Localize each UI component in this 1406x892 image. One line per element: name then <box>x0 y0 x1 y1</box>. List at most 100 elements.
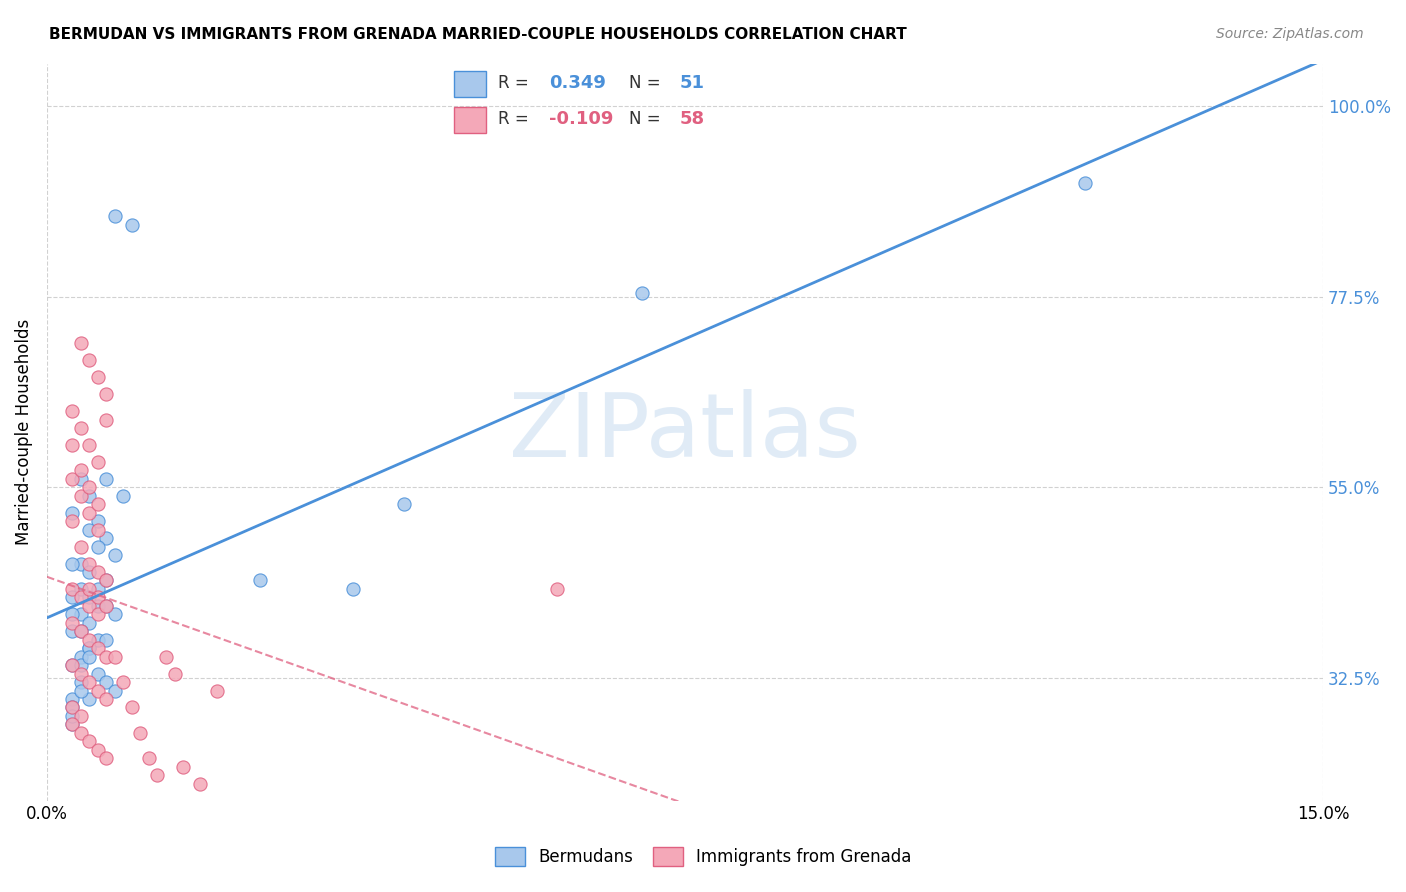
Text: R =: R = <box>499 111 534 128</box>
Point <box>79 506 101 520</box>
Point <box>96 531 118 545</box>
Point <box>70 658 93 673</box>
FancyBboxPatch shape <box>454 70 486 96</box>
Point <box>104 548 127 562</box>
Point <box>70 649 93 664</box>
Text: BERMUDAN VS IMMIGRANTS FROM GRENADA MARRIED-COUPLE HOUSEHOLDS CORRELATION CHART: BERMUDAN VS IMMIGRANTS FROM GRENADA MARR… <box>49 27 907 42</box>
Point <box>112 489 135 503</box>
Point <box>62 557 84 571</box>
Point <box>96 675 118 690</box>
Point <box>70 540 93 554</box>
Point <box>87 607 110 622</box>
Text: 58: 58 <box>679 111 704 128</box>
Point <box>62 582 84 596</box>
Point <box>342 582 364 596</box>
Point <box>188 777 211 791</box>
Point <box>62 591 84 605</box>
Point <box>1074 176 1097 190</box>
Text: Source: ZipAtlas.com: Source: ZipAtlas.com <box>1216 27 1364 41</box>
Point <box>79 649 101 664</box>
Point <box>62 700 84 714</box>
Point <box>62 615 84 630</box>
Point <box>79 615 101 630</box>
Point <box>87 497 110 511</box>
Point <box>62 709 84 723</box>
Point <box>62 506 84 520</box>
Point <box>546 582 568 596</box>
Text: N =: N = <box>630 111 666 128</box>
Point <box>104 649 127 664</box>
Point <box>62 607 84 622</box>
Point <box>394 497 416 511</box>
Point <box>112 675 135 690</box>
Point <box>96 599 118 613</box>
Y-axis label: Married-couple Households: Married-couple Households <box>15 319 32 546</box>
Point <box>79 438 101 452</box>
Point <box>70 591 93 605</box>
Text: R =: R = <box>499 74 534 92</box>
Point <box>87 540 110 554</box>
Point <box>87 523 110 537</box>
Text: N =: N = <box>630 74 666 92</box>
Point <box>79 523 101 537</box>
Point <box>62 438 84 452</box>
Point <box>87 591 110 605</box>
Point <box>62 404 84 418</box>
Point <box>631 285 654 300</box>
Point <box>62 692 84 706</box>
Point <box>62 717 84 731</box>
Point <box>70 683 93 698</box>
Point <box>96 751 118 765</box>
Point <box>96 574 118 588</box>
Point <box>70 582 93 596</box>
Point <box>87 599 110 613</box>
Point <box>62 700 84 714</box>
Point <box>87 641 110 656</box>
Point <box>70 421 93 435</box>
Point <box>79 641 101 656</box>
Point <box>129 726 152 740</box>
Point <box>96 387 118 401</box>
Point <box>79 557 101 571</box>
Text: -0.109: -0.109 <box>548 111 613 128</box>
Point <box>79 591 101 605</box>
Point <box>205 683 228 698</box>
Point <box>79 641 101 656</box>
Point <box>87 370 110 384</box>
Point <box>155 649 177 664</box>
Point <box>104 607 127 622</box>
Point <box>79 692 101 706</box>
Point <box>87 743 110 757</box>
Point <box>96 632 118 647</box>
Text: ZIPatlas: ZIPatlas <box>509 389 860 475</box>
Point <box>79 675 101 690</box>
Point <box>96 472 118 486</box>
Point <box>79 353 101 368</box>
Point <box>62 472 84 486</box>
Text: 51: 51 <box>679 74 704 92</box>
Point <box>70 726 93 740</box>
Point <box>62 658 84 673</box>
Point <box>172 760 194 774</box>
Text: 0.349: 0.349 <box>548 74 606 92</box>
Point <box>70 336 93 351</box>
Point <box>70 666 93 681</box>
Point <box>70 624 93 639</box>
Point <box>87 455 110 469</box>
Point <box>79 565 101 579</box>
Point <box>249 574 271 588</box>
Point <box>79 599 101 613</box>
Point <box>70 489 93 503</box>
Point <box>70 675 93 690</box>
Point <box>70 472 93 486</box>
Point <box>87 632 110 647</box>
Point <box>70 624 93 639</box>
Point <box>138 751 160 765</box>
Point <box>79 632 101 647</box>
Point <box>79 480 101 494</box>
Point <box>70 607 93 622</box>
Point <box>87 666 110 681</box>
Point <box>70 709 93 723</box>
Point <box>121 700 143 714</box>
Point <box>87 582 110 596</box>
